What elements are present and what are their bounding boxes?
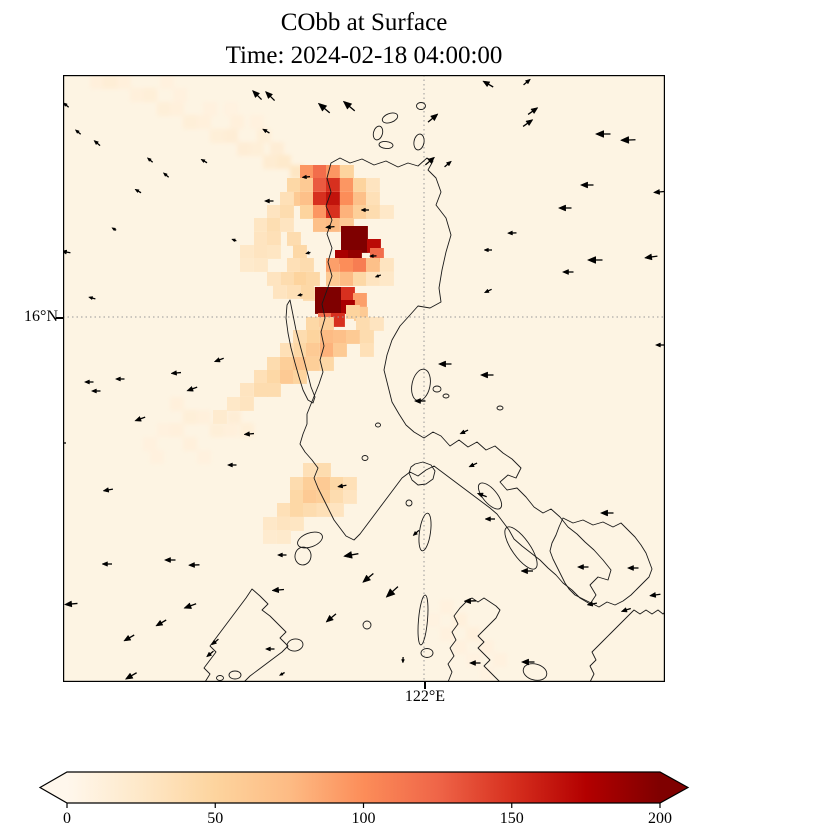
figure-title: CObb at Surface Time: 2024-02-18 04:00:0… — [63, 6, 665, 72]
gridlines — [63, 75, 665, 682]
heatmap-soft-layer — [90, 75, 507, 681]
colorbar-canvas — [38, 771, 690, 808]
xtick-mark — [424, 682, 426, 689]
coastlines — [203, 102, 666, 683]
colorbar-tick-label: 150 — [499, 810, 524, 827]
title-line1: CObb at Surface — [280, 9, 448, 36]
heatmap-layer — [213, 165, 394, 544]
wind-quiver-layer — [59, 78, 665, 680]
map-plot — [59, 75, 666, 683]
map-canvas — [59, 75, 666, 683]
ytick-label: 16°N — [24, 308, 58, 325]
colorbar-tick-label: 0 — [63, 810, 71, 827]
colorbar-tick-label: 100 — [351, 810, 376, 827]
ytick-mark — [56, 317, 63, 319]
title-line2: Time: 2024-02-18 04:00:00 — [225, 42, 503, 69]
plot-border — [63, 75, 665, 682]
colorbar-tick-label: 50 — [207, 810, 224, 827]
xtick-label: 122°E — [404, 688, 446, 705]
colorbar-tick-label: 200 — [648, 810, 672, 827]
map-background — [63, 75, 665, 682]
